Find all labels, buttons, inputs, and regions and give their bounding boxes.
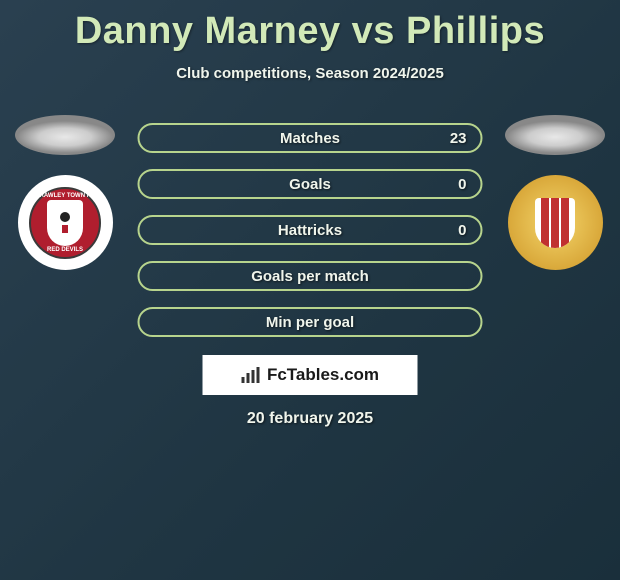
page-subtitle: Club competitions, Season 2024/2025: [0, 65, 620, 82]
branding-text: FcTables.com: [267, 365, 379, 385]
club-badge-left-shield: [47, 200, 83, 246]
page-title: Danny Marney vs Phillips: [0, 0, 620, 53]
shield-stripe: [551, 198, 559, 248]
stat-label: Goals per match: [251, 268, 369, 285]
stat-label: Min per goal: [266, 314, 354, 331]
shield-stripe: [561, 198, 569, 248]
footer-date: 20 february 2025: [0, 410, 620, 428]
stat-row-matches: Matches 23: [138, 123, 483, 153]
stat-label: Goals: [289, 176, 331, 193]
stats-column: Matches 23 Goals 0 Hattricks 0 Goals per…: [138, 123, 483, 337]
stat-value-right: 0: [458, 176, 466, 193]
branding-box[interactable]: FcTables.com: [203, 355, 418, 395]
stat-row-hattricks: Hattricks 0: [138, 215, 483, 245]
player-right-silhouette: [505, 115, 605, 155]
stat-label: Matches: [280, 130, 340, 147]
club-badge-left-ring: CRAWLEY TOWN FC RED DEVILS: [29, 187, 101, 259]
stat-row-min-per-goal: Min per goal: [138, 307, 483, 337]
football-icon: [55, 209, 75, 237]
club-badge-right-shield: [535, 198, 575, 248]
player-left-silhouette: [15, 115, 115, 155]
club-badge-left-bottom-text: RED DEVILS: [47, 247, 83, 253]
stat-row-goals: Goals 0: [138, 169, 483, 199]
club-badge-left-top-text: CRAWLEY TOWN FC: [35, 193, 94, 199]
club-badge-left: CRAWLEY TOWN FC RED DEVILS: [18, 175, 113, 270]
stat-value-right: 0: [458, 222, 466, 239]
bar-chart-icon: [241, 367, 261, 383]
player-left-column: CRAWLEY TOWN FC RED DEVILS: [10, 115, 120, 270]
club-badge-right: [508, 175, 603, 270]
player-right-column: [500, 115, 610, 270]
stat-row-goals-per-match: Goals per match: [138, 261, 483, 291]
stat-label: Hattricks: [278, 222, 342, 239]
shield-stripe: [541, 198, 549, 248]
stat-value-right: 23: [450, 130, 467, 147]
